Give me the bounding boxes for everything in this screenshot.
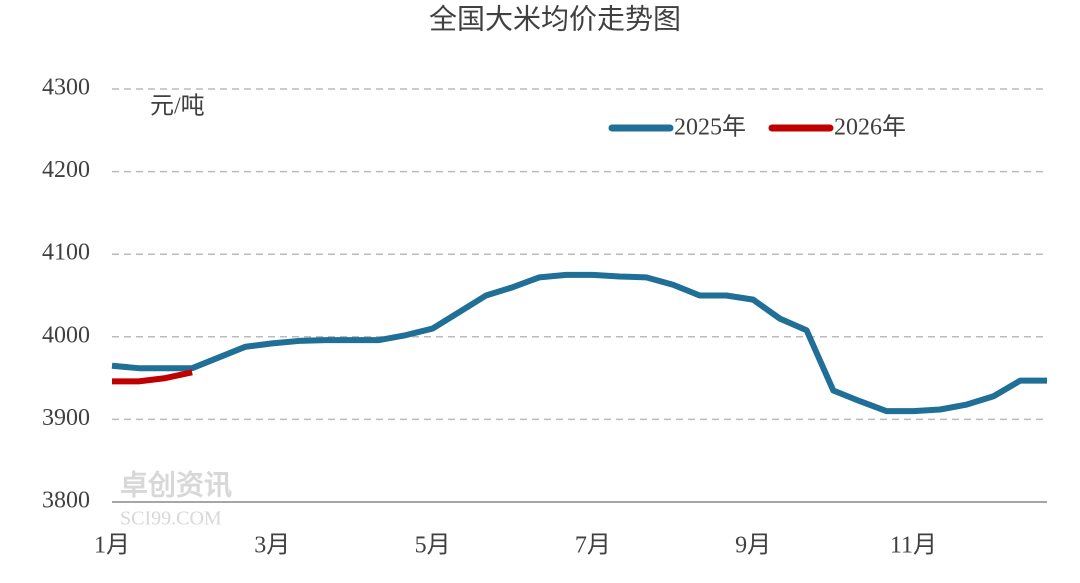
x-tick-label: 7月: [575, 533, 611, 559]
chart-title: 全国大米均价走势图: [429, 3, 681, 35]
y-tick-label: 4200: [42, 157, 90, 183]
y-unit: 元/吨: [150, 93, 205, 120]
y-tick-label: 3900: [42, 405, 90, 431]
y-tick-label: 4300: [42, 75, 90, 101]
watermark: SCI99.COM: [120, 508, 222, 530]
x-tick-label: 5月: [415, 533, 451, 559]
watermark: 卓创资讯: [120, 469, 232, 501]
y-tick-label: 4000: [42, 322, 90, 348]
y-tick-label: 4100: [42, 240, 90, 266]
legend-label: 2025年: [674, 114, 746, 141]
x-tick-label: 11月: [890, 533, 937, 559]
x-tick-label: 1月: [94, 533, 130, 559]
x-tick-label: 9月: [735, 533, 771, 559]
series-line: [112, 369, 193, 385]
x-tick-label: 3月: [254, 533, 290, 559]
y-tick-label: 3800: [42, 488, 90, 514]
legend-label: 2026年: [834, 114, 906, 141]
series-line: [111, 271, 1047, 415]
